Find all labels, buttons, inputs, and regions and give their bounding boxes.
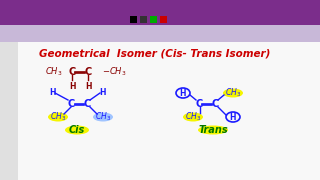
Text: $CH_3$: $CH_3$ — [95, 111, 111, 123]
Text: H: H — [69, 82, 75, 91]
Text: Cis: Cis — [69, 125, 85, 135]
FancyBboxPatch shape — [0, 42, 18, 180]
Text: $CH_3$: $CH_3$ — [185, 111, 201, 123]
Text: C: C — [68, 99, 75, 109]
Text: C: C — [212, 99, 219, 109]
Text: $CH_3$: $CH_3$ — [50, 111, 66, 123]
FancyBboxPatch shape — [0, 25, 320, 42]
Text: $CH_3$: $CH_3$ — [44, 66, 62, 78]
Text: H: H — [100, 87, 106, 96]
Text: H: H — [49, 87, 55, 96]
Ellipse shape — [48, 112, 68, 122]
FancyBboxPatch shape — [140, 16, 147, 23]
Text: C: C — [84, 99, 91, 109]
Ellipse shape — [198, 125, 228, 134]
Text: H: H — [180, 89, 186, 98]
Text: Geometrical  Isomer (Cis- Trans Isomer): Geometrical Isomer (Cis- Trans Isomer) — [39, 48, 271, 58]
FancyBboxPatch shape — [160, 16, 167, 23]
Text: H: H — [230, 112, 236, 122]
Text: $-CH_3$: $-CH_3$ — [102, 66, 126, 78]
FancyBboxPatch shape — [0, 0, 320, 25]
Ellipse shape — [93, 112, 113, 122]
Text: Trans: Trans — [198, 125, 228, 135]
Text: H: H — [85, 82, 91, 91]
Ellipse shape — [65, 125, 89, 134]
FancyBboxPatch shape — [150, 16, 157, 23]
Text: C: C — [68, 67, 76, 77]
Text: C: C — [84, 67, 92, 77]
Ellipse shape — [183, 112, 203, 122]
Ellipse shape — [223, 89, 243, 98]
Text: $CH_3$: $CH_3$ — [225, 87, 241, 99]
FancyBboxPatch shape — [130, 16, 137, 23]
FancyBboxPatch shape — [18, 42, 320, 180]
Text: C: C — [196, 99, 203, 109]
